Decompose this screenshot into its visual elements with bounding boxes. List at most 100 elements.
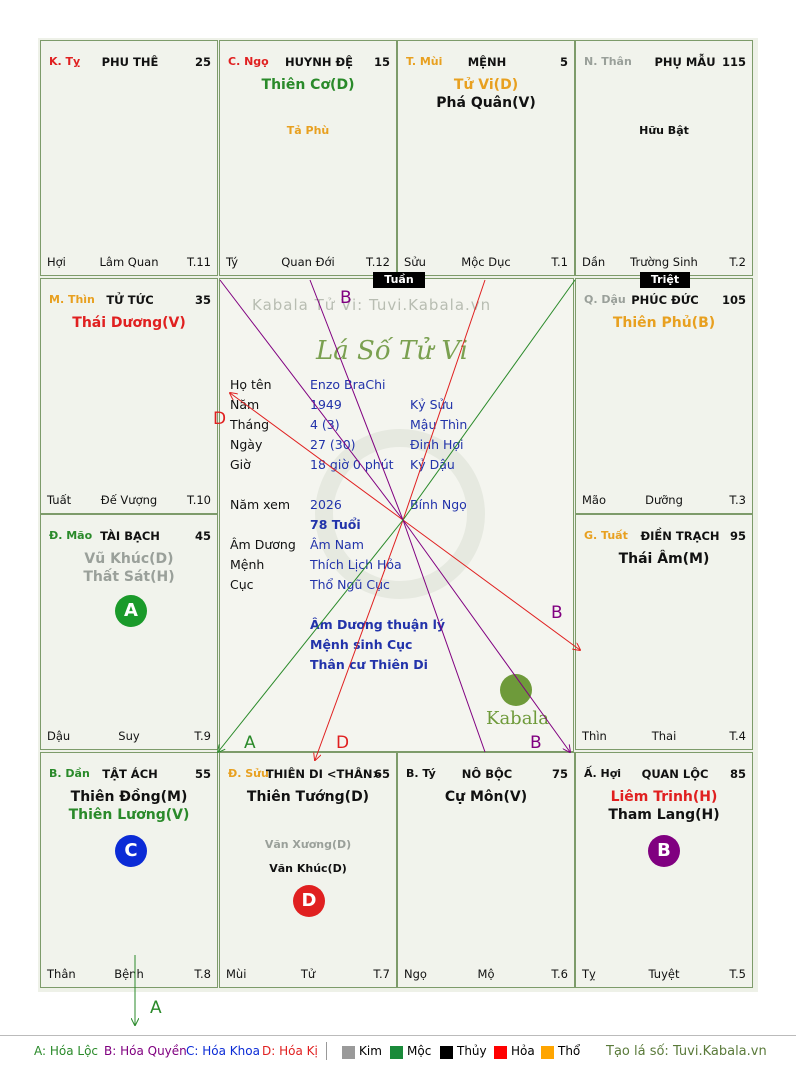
arrow-label-d-left: D xyxy=(213,409,227,429)
legend-hoa-loc: A: Hóa Lộc xyxy=(34,1044,99,1058)
palace-month: T.8 xyxy=(194,967,211,981)
legend-bar: A: Hóa Lộc B: Hóa Quyền C: Hóa Khoa D: H… xyxy=(0,1035,796,1066)
palace-dien-trach[interactable]: G. Tuất ĐIỀN TRẠCH 95 Thái Âm(M) Thìn Thai T… xyxy=(575,514,753,750)
palace-month: T.3 xyxy=(729,493,746,507)
palace-branch-bottom: Thân xyxy=(47,967,76,981)
arrow-label-b-right: B xyxy=(551,603,563,623)
palace-month: T.2 xyxy=(729,255,746,269)
legend-hoa-quyen: B: Hóa Quyền xyxy=(104,1044,187,1058)
hoa-loc-marker: A xyxy=(115,595,147,627)
hoa-loc-line xyxy=(218,519,404,752)
hoa-quyen-line xyxy=(309,279,404,521)
arrow-label-a-bottom: A xyxy=(244,733,256,753)
palace-name: PHU THÊ xyxy=(101,55,159,69)
palace-age: 45 xyxy=(194,529,211,543)
palace-phu-mau[interactable]: N. Thân PHỤ MẪU 115 Hữu Bật Dần Trường Sinh… xyxy=(575,40,753,276)
palace-age: 55 xyxy=(194,767,211,781)
palace-branch-bottom: Tý xyxy=(226,255,239,269)
palace-age: 65 xyxy=(373,767,390,781)
palace-month: T.7 xyxy=(373,967,390,981)
palace-phu-the[interactable]: K. Tỵ PHU THÊ 25 Hợi Lâm Quan T.11 xyxy=(40,40,218,276)
major-star: Thất Sát(H) xyxy=(83,569,175,585)
palace-name: HUYNH ĐỆ xyxy=(284,55,354,69)
legend-moc: Mộc xyxy=(407,1044,432,1058)
palace-branch: K. Tỵ xyxy=(49,55,81,68)
palace-branch-bottom: Dậu xyxy=(47,729,71,743)
major-star: Thiên Cơ(D) xyxy=(261,77,355,93)
hoa-quyen-line xyxy=(219,279,404,521)
palace-month: T.11 xyxy=(187,255,211,269)
hoa-khoa-marker: C xyxy=(115,835,147,867)
palace-stage: Trường Sinh xyxy=(630,255,698,269)
palace-branch: N. Thân xyxy=(584,55,632,68)
palace-stage: Mộc Dục xyxy=(461,255,511,269)
arrow-label-b-bottom: B xyxy=(530,733,542,753)
palace-age: 15 xyxy=(373,55,390,69)
major-star: Thái Âm(M) xyxy=(618,551,710,567)
watermark-text: Kabala Tử Vi: Tuvi.Kabala.vn xyxy=(252,296,492,314)
palace-name: NÔ BỘC xyxy=(461,767,513,781)
palace-age: 85 xyxy=(729,767,746,781)
hoa-ki-line xyxy=(402,279,486,521)
element-moc-swatch xyxy=(390,1046,403,1059)
palace-stage: Lâm Quan xyxy=(99,255,159,269)
palace-branch: T. Mùi xyxy=(406,55,443,68)
element-thuy-swatch xyxy=(440,1046,453,1059)
palace-branch: C. Ngọ xyxy=(228,55,269,68)
tuan-badge: Tuần xyxy=(373,272,425,288)
minor-star: Văn Xương(D) xyxy=(264,838,352,851)
palace-thien-di[interactable]: Đ. Sửu THIÊN DI <THÂN> 65 Thiên Tướng(D) V… xyxy=(219,752,397,988)
legend-kim: Kim xyxy=(359,1044,382,1058)
hoa-quyen-marker: B xyxy=(648,835,680,867)
hoa-ki-line xyxy=(402,519,580,650)
palace-stage: Bệnh xyxy=(114,967,144,981)
legend-hoa: Hỏa xyxy=(511,1044,535,1058)
palace-stage: Mộ xyxy=(477,967,495,981)
palace-tai-bach[interactable]: Đ. Mão TÀI BẠCH 45 Vũ Khúc(D) Thất Sát(H) A… xyxy=(40,514,218,750)
palace-month: T.1 xyxy=(551,255,568,269)
site-link[interactable]: Tạo lá số: Tuvi.Kabala.vn xyxy=(606,1044,767,1059)
note-am-duong: Âm Dương thuận lý xyxy=(310,617,446,632)
hoa-quyen-line xyxy=(402,519,570,752)
arrow-label-d-bottom: D xyxy=(336,733,350,753)
palace-phuc-duc[interactable]: Q. Dậu PHÚC ĐỨC 105 Thiên Phủ(B) Mão Dưỡng T… xyxy=(575,278,753,514)
element-hoa-swatch xyxy=(494,1046,507,1059)
palace-stage: Đế Vượng xyxy=(100,493,158,507)
palace-no-boc[interactable]: B. Tý NÔ BỘC 75 Cự Môn(V) Ngọ Mộ T.6 xyxy=(397,752,575,988)
kabala-brand-text: Kabala xyxy=(486,708,549,729)
major-star: Liêm Trinh(H) xyxy=(610,789,718,805)
major-star: Vũ Khúc(D) xyxy=(84,551,174,567)
legend-thuy: Thủy xyxy=(457,1044,487,1058)
palace-branch: Q. Dậu xyxy=(584,293,626,306)
minor-star: Hữu Bật xyxy=(639,124,689,137)
palace-age: 105 xyxy=(721,293,746,307)
legend-hoa-khoa: C: Hóa Khoa xyxy=(186,1044,260,1058)
palace-month: T.9 xyxy=(194,729,211,743)
palace-branch-bottom: Thìn xyxy=(582,729,607,743)
hoa-ki-line xyxy=(230,393,404,521)
palace-branch-bottom: Sửu xyxy=(404,255,426,269)
palace-branch-bottom: Hợi xyxy=(47,255,66,269)
minor-star: Tả Phù xyxy=(286,124,330,137)
palace-quan-loc[interactable]: Ấ. Hợi QUAN LỘC 85 Liêm Trinh(H) Tham Lang(… xyxy=(575,752,753,988)
palace-branch: Đ. Mão xyxy=(49,529,93,542)
hoa-ki-marker: D xyxy=(293,885,325,917)
palace-menh[interactable]: T. Mùi MỆNH 5 Tử Vi(D) Phá Quân(V) Sửu Mộc D… xyxy=(397,40,575,276)
palace-age: 95 xyxy=(729,529,746,543)
palace-tu-tuc[interactable]: M. Thìn TỬ TỨC 35 Thái Dương(V) Tuất Đế Vượ… xyxy=(40,278,218,514)
palace-huynh-de[interactable]: C. Ngọ HUYNH ĐỆ 15 Thiên Cơ(D) Tả Phù Tý Qu… xyxy=(219,40,397,276)
palace-age: 35 xyxy=(194,293,211,307)
note-menh-cuc: Mệnh sinh Cục xyxy=(310,637,413,652)
palace-branch-bottom: Tuất xyxy=(47,493,72,507)
palace-branch: B. Dần xyxy=(49,767,90,780)
palace-tat-ach[interactable]: B. Dần TẬT ÁCH 55 Thiên Đồng(M) Thiên Lương… xyxy=(40,752,218,988)
palace-branch: M. Thìn xyxy=(49,293,95,306)
palace-age: 115 xyxy=(721,55,746,69)
hoa-quyen-line xyxy=(402,519,486,753)
palace-branch-bottom: Ngọ xyxy=(404,967,427,981)
palace-branch: Ấ. Hợi xyxy=(584,767,622,780)
element-tho-swatch xyxy=(541,1046,554,1059)
palace-month: T.6 xyxy=(551,967,568,981)
palace-stage: Tử xyxy=(300,967,316,981)
